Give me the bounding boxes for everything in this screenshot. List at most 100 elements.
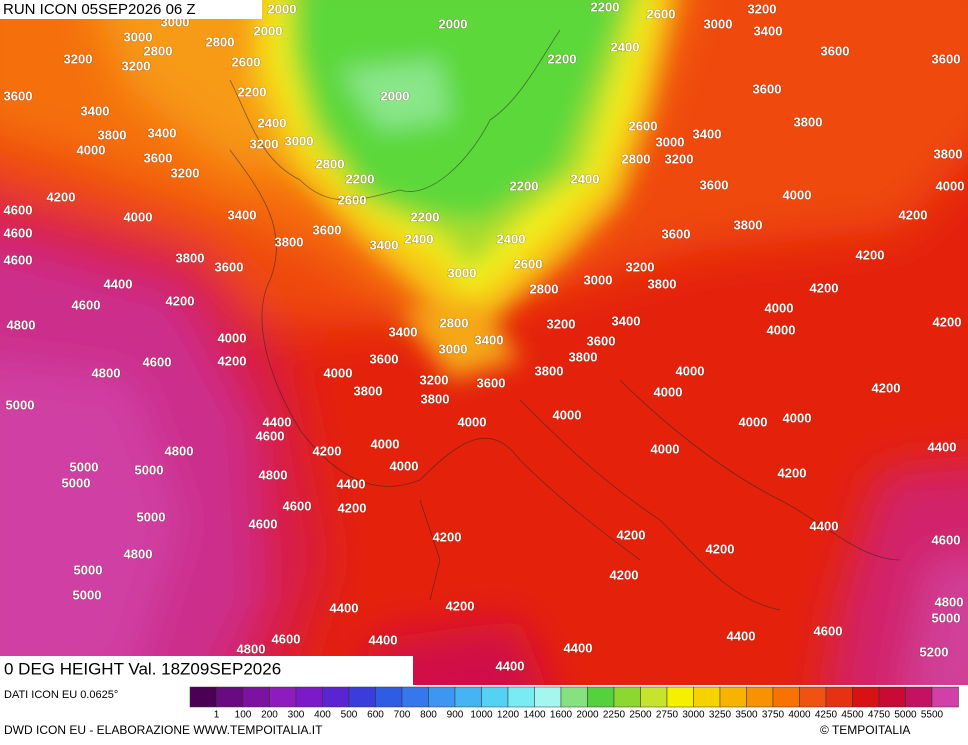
contour-label: 2200: [591, 0, 620, 14]
colorbar-label: 1400: [523, 710, 546, 721]
colorbar-swatch: [295, 686, 323, 708]
colorbar-label: 4750: [868, 710, 891, 721]
colorbar-label: 500: [341, 710, 358, 721]
contour-label: 3800: [569, 349, 598, 364]
contour-label: 2400: [405, 231, 434, 246]
contour-label: 3400: [228, 207, 257, 222]
colorbar-swatch: [693, 686, 721, 708]
contour-label: 4200: [313, 443, 342, 458]
colorbar-label: 4500: [841, 710, 864, 721]
contour-label: 4000: [676, 363, 705, 378]
contour-label: 4800: [935, 594, 964, 609]
colorbar-swatch: [666, 686, 694, 708]
contour-label: 5200: [920, 644, 949, 659]
colorbar-label: 5000: [894, 710, 917, 721]
colorbar-swatch: [613, 686, 641, 708]
colorbar-label: 300: [288, 710, 305, 721]
contour-label: 4600: [4, 252, 33, 267]
colorbar-swatch: [640, 686, 668, 708]
coastlines: [229, 29, 901, 611]
colorbar-label: 400: [314, 710, 331, 721]
contour-label: 3600: [370, 351, 399, 366]
colorbar-label: 2750: [656, 710, 679, 721]
contour-label: 4800: [259, 467, 288, 482]
contour-label: 3800: [648, 276, 677, 291]
colorbar-label: 900: [447, 710, 464, 721]
contour-label: 3800: [176, 250, 205, 265]
colorbar-swatch: [746, 686, 774, 708]
contour-label: 4000: [77, 142, 106, 157]
contour-label: 4200: [778, 465, 807, 480]
colorbar-label: 100: [235, 710, 252, 721]
contour-label: 2000: [268, 1, 297, 16]
contour-label: 3400: [754, 23, 783, 38]
contour-label: 2400: [571, 171, 600, 186]
contour-label: 3400: [148, 125, 177, 140]
contour-label: 2800: [622, 151, 651, 166]
contour-label: 3600: [700, 177, 729, 192]
contour-label: 3600: [144, 150, 173, 165]
colorbar-label: 5500: [921, 710, 944, 721]
contour-label: 5000: [70, 459, 99, 474]
contour-label: 2200: [238, 84, 267, 99]
contour-label: 4000: [390, 458, 419, 473]
colorbar-swatch: [825, 686, 853, 708]
contour-label: 4600: [256, 428, 285, 443]
colorbar-label: 1600: [550, 710, 573, 721]
contour-label: 3800: [794, 114, 823, 129]
contour-label: 4400: [263, 414, 292, 429]
contour-label: 3200: [665, 151, 694, 166]
contour-label: 3200: [748, 1, 777, 16]
colorbar-label: 4000: [788, 710, 811, 721]
contour-label: 5000: [6, 397, 35, 412]
contour-label: 4600: [4, 202, 33, 217]
colorbar-label: 1200: [497, 710, 520, 721]
contour-label: 2600: [647, 6, 676, 21]
colorbar-label: 3000: [682, 710, 705, 721]
contour-label: 3600: [587, 333, 616, 348]
contour-label: 3600: [753, 81, 782, 96]
run-box: [0, 0, 262, 19]
contour-label: 4200: [218, 353, 247, 368]
colorbar-label: 800: [420, 710, 437, 721]
run-title: RUN ICON 05SEP2026 06 Z: [3, 1, 196, 18]
contour-label: 4600: [72, 297, 101, 312]
caption-box: [0, 656, 413, 685]
contour-label: 2600: [338, 192, 367, 207]
colorbar-swatch: [189, 686, 217, 708]
contour-label: 3200: [626, 259, 655, 274]
contour-label: 4200: [810, 280, 839, 295]
contour-label: 3000: [704, 16, 733, 31]
contour-label: 4200: [899, 207, 928, 222]
contour-label: 4000: [765, 300, 794, 315]
colorbar-label: 3750: [762, 710, 785, 721]
contour-label: 3600: [821, 43, 850, 58]
source: DATI ICON EU 0.0625°: [4, 689, 118, 701]
copyright: © TEMPOITALIA: [820, 723, 910, 737]
colorbar-label: 2000: [576, 710, 599, 721]
contour-labels: 2000 2000 2000 2000 2200 2200 2200 2200 2200 2200…: [3, 0, 965, 674]
contour-label: 3000: [656, 134, 685, 149]
contour-label: 4800: [237, 641, 266, 656]
contour-label: 4200: [433, 529, 462, 544]
contour-label: 2600: [514, 256, 543, 271]
contour-label: 2000: [381, 88, 410, 103]
colorbar-label: 3250: [709, 710, 732, 721]
contour-label: 3800: [354, 383, 383, 398]
contour-label: 2800: [440, 315, 469, 330]
contour-label: 3400: [693, 126, 722, 141]
colorbar-swatch: [348, 686, 376, 708]
contour-label: 4400: [564, 640, 593, 655]
contour-label: 3000: [285, 133, 314, 148]
contour-label: 2800: [144, 43, 173, 58]
contour-label: 2000: [254, 23, 283, 38]
contour-label: 4400: [928, 439, 957, 454]
credit: DWD ICON EU - ELABORAZIONE WWW.TEMPOITAL…: [4, 723, 323, 737]
contour-label: 3200: [547, 316, 576, 331]
contour-label: 3200: [171, 165, 200, 180]
contour-label: 4800: [7, 317, 36, 332]
contour-label: 4800: [124, 546, 153, 561]
colorbar-swatch: [560, 686, 588, 708]
contour-label: 3600: [215, 259, 244, 274]
